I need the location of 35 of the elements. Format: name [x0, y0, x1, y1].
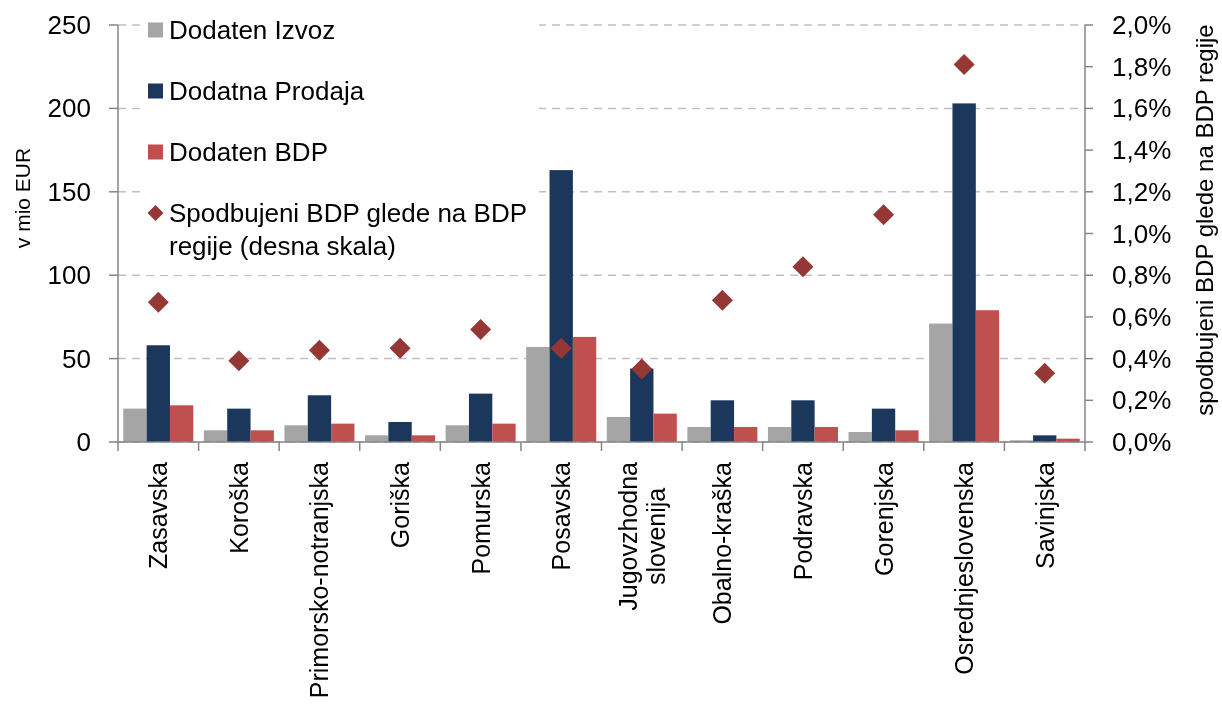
x-tick-label: Zasavska [144, 461, 173, 569]
y2-tick-label: 0,8% [1112, 260, 1172, 291]
x-tick-label: Gorenjska [869, 461, 898, 576]
legend-label: Dodaten Izvoz [169, 15, 336, 45]
y2-tick-label: 1,2% [1112, 176, 1172, 207]
y2-tick-label: 1,4% [1112, 135, 1172, 166]
x-tick-label: Podravska [788, 461, 817, 581]
y-tick-label: 100 [47, 260, 91, 291]
y2-tick-label: 1,0% [1112, 218, 1172, 249]
y2-tick-label: 0,0% [1112, 427, 1172, 457]
y-tick-label: 0 [76, 427, 91, 457]
x-tick-label: Primorsko-notranjska [305, 461, 334, 699]
y-axis-title: v mio EUR [10, 147, 34, 249]
x-tick-label: Pomurska [466, 461, 495, 575]
y2-tick-label: 1,6% [1112, 93, 1172, 124]
x-tick-label: Jugovzhodna slovenija [613, 461, 670, 611]
legend-label: Dodaten BDP [169, 137, 328, 167]
x-tick-label: Obalno-kraška [708, 461, 737, 625]
x-tick-label: Osrednjeslovenska [950, 461, 979, 675]
y2-tick-label: 0,4% [1112, 343, 1172, 374]
y-tick-label: 250 [47, 10, 91, 40]
y2-tick-label: 2,0% [1112, 10, 1172, 40]
x-tick-label: Goriška [386, 461, 415, 549]
legend-label: Dodatna Prodaja [169, 76, 365, 106]
x-tick-label: Posavska [547, 461, 576, 571]
y-tick-label: 200 [47, 93, 91, 124]
x-tick-label: Koroška [224, 461, 253, 554]
y2-tick-label: 0,6% [1112, 301, 1172, 332]
y-tick-label: 150 [47, 176, 91, 207]
y-tick-label: 50 [62, 343, 91, 374]
y2-tick-label: 0,2% [1112, 385, 1172, 416]
x-tick-label: Savinjska [1030, 461, 1059, 569]
y2-tick-label: 1,8% [1112, 51, 1172, 82]
legend-label: Spodbujeni BDP glede na BDP regije (desna skala) [169, 198, 527, 261]
y2-axis-title: spodbujeni BDP glede na BDP regije [1190, 24, 1218, 416]
